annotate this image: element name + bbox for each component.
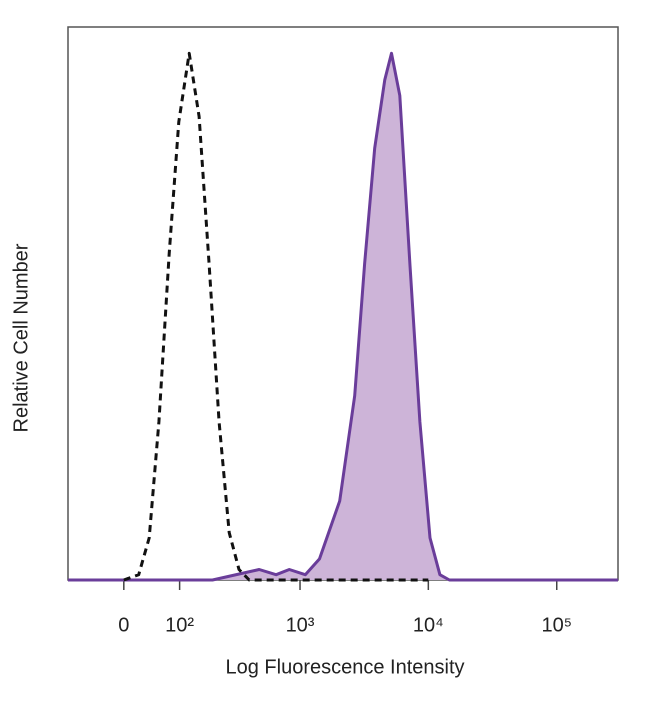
series-area	[68, 53, 618, 581]
x-tick-label: 10⁵	[541, 614, 572, 636]
x-tick-label: 10²	[165, 614, 194, 636]
x-tick-label: 0	[118, 614, 129, 636]
x-axis-label: Log Fluorescence Intensity	[225, 656, 464, 678]
x-tick-label: 10⁴	[413, 614, 444, 636]
x-tick-label: 10³	[286, 614, 315, 636]
y-axis-label: Relative Cell Number	[10, 243, 32, 432]
series-line	[123, 51, 429, 582]
series-line	[68, 51, 618, 582]
